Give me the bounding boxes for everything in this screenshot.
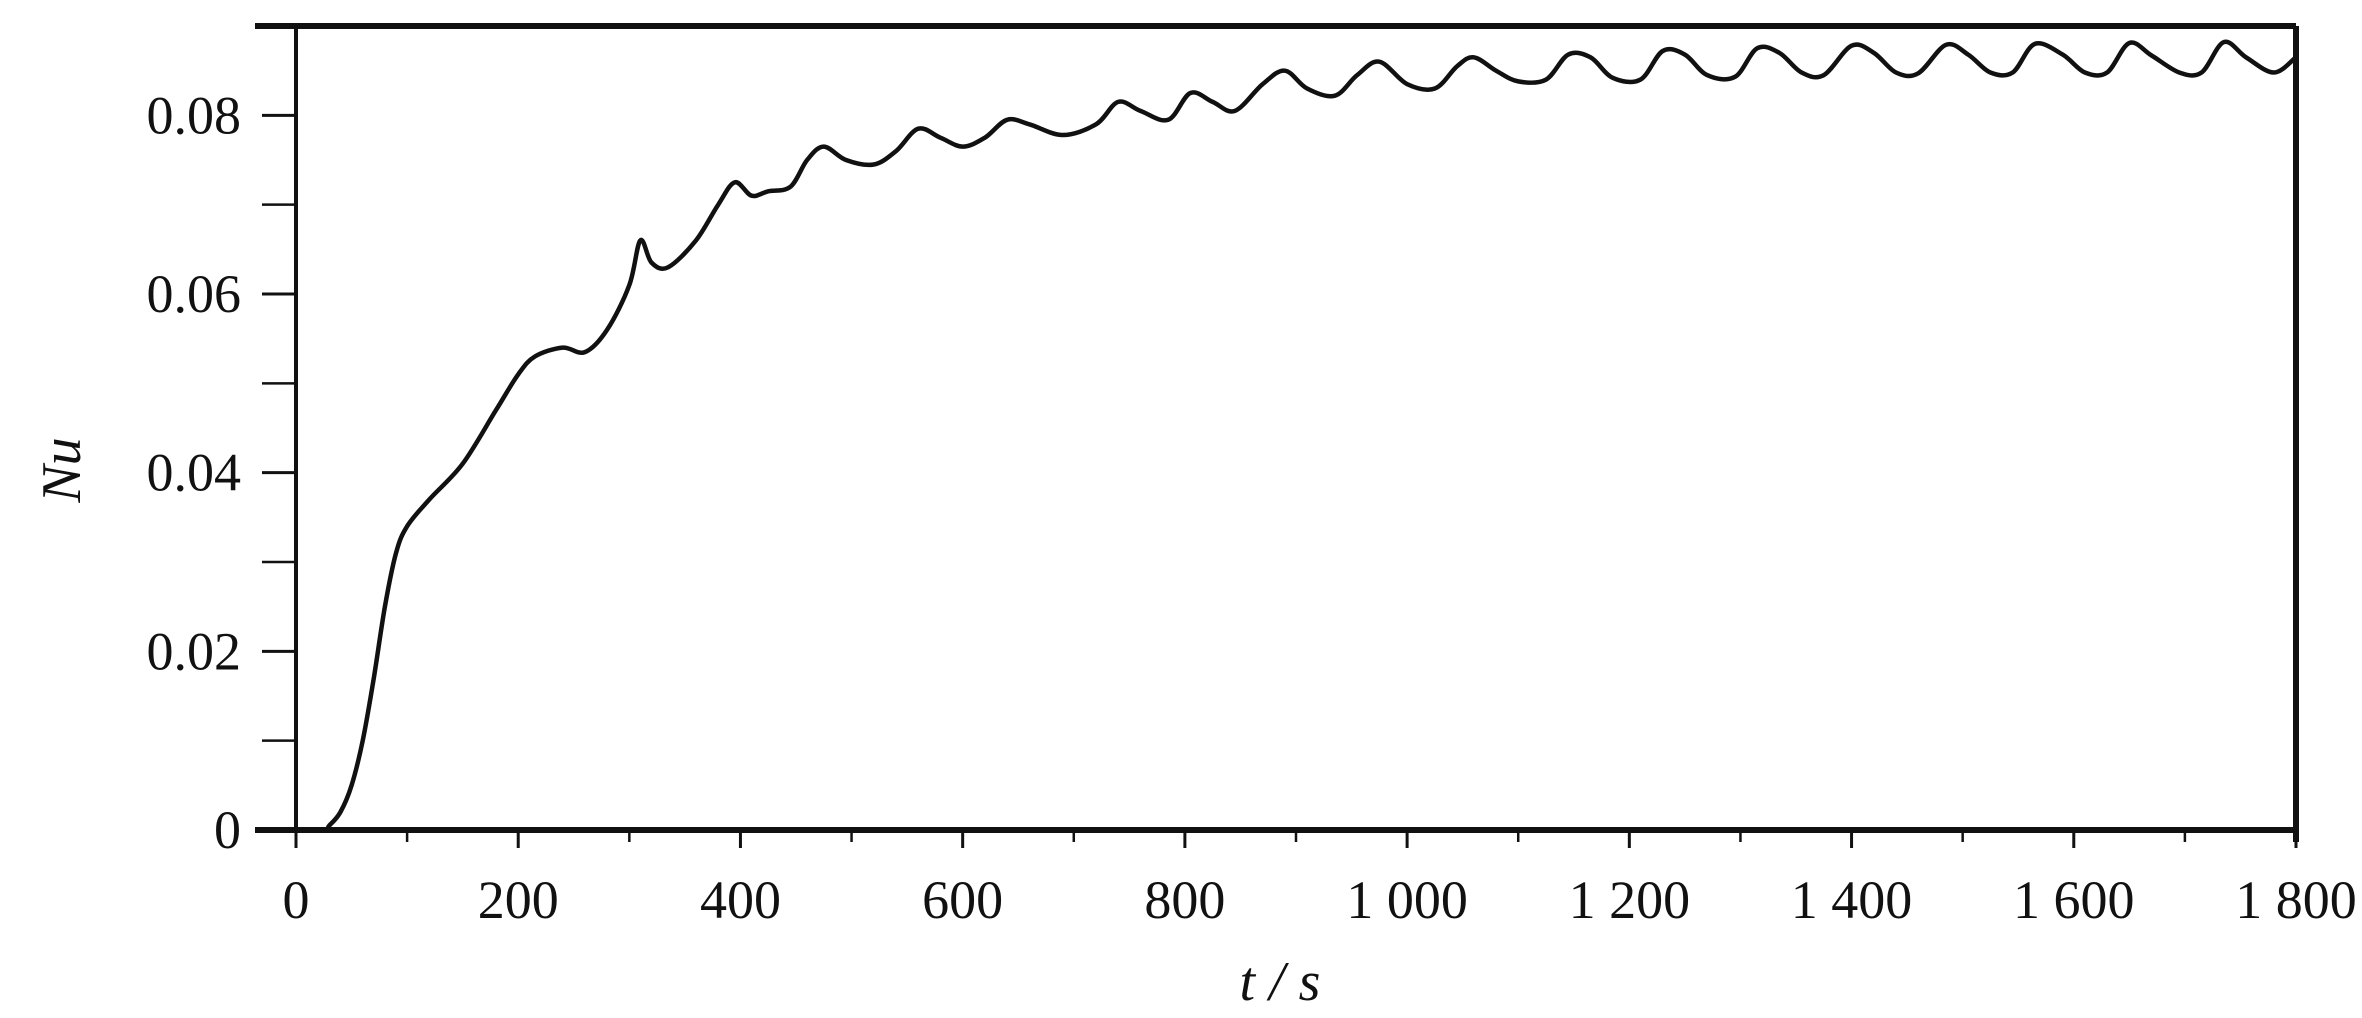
ticks xyxy=(262,113,2298,848)
x-tick-label: 800 xyxy=(1144,870,1225,930)
x-tick-label: 1 000 xyxy=(1346,870,1468,930)
x-tick-label: 0 xyxy=(283,870,310,930)
y-tick-label: 0 xyxy=(214,800,241,860)
x-tick-label: 1 200 xyxy=(1569,870,1691,930)
x-tick-label: 1 600 xyxy=(2013,870,2135,930)
y-tick-label: 0.02 xyxy=(147,621,242,681)
x-tick-label: 1 400 xyxy=(1791,870,1913,930)
tick-labels: 0 200 400 600 800 1 000 1 200 1 400 1 600 1 800 0 0… xyxy=(147,85,2357,930)
series-line xyxy=(293,39,2299,833)
y-axis-title: Nu xyxy=(31,437,93,503)
axes xyxy=(255,23,2299,842)
x-axis-title: t / s xyxy=(1240,951,1321,1013)
y-tick-label: 0.06 xyxy=(147,264,242,324)
x-tick-label: 600 xyxy=(922,870,1003,930)
x-tick-label: 200 xyxy=(478,870,559,930)
y-tick-label: 0.08 xyxy=(147,85,242,145)
y-tick-label: 0.04 xyxy=(147,443,242,503)
x-tick-label: 400 xyxy=(700,870,781,930)
x-tick-label: 1 800 xyxy=(2235,870,2357,930)
